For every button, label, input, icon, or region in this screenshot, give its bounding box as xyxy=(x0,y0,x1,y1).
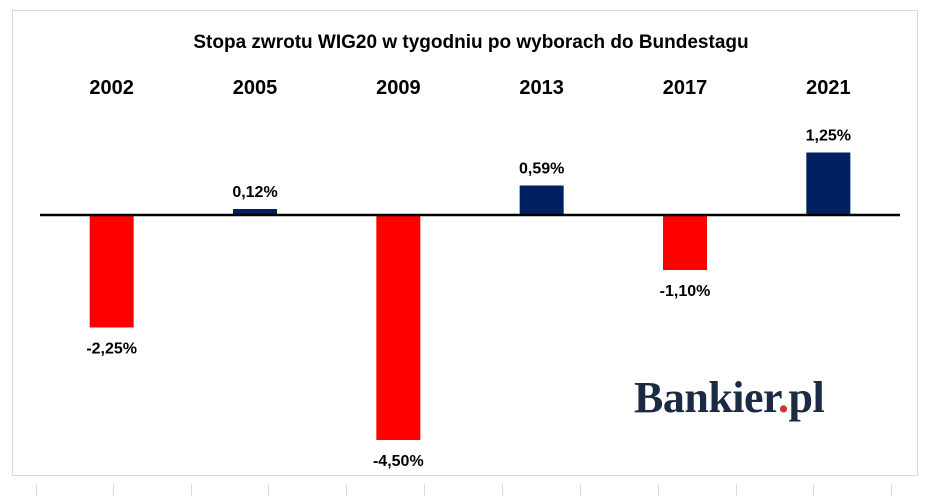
data-label: 0,59% xyxy=(519,161,564,178)
grid-tick xyxy=(580,484,581,496)
category-labels: 2002 2005 2009 2013 2017 2021 xyxy=(89,77,850,99)
data-label: 0,12% xyxy=(232,184,277,201)
chart-frame xyxy=(12,10,918,476)
category-label: 2005 xyxy=(233,77,278,99)
grid-tick xyxy=(736,484,737,496)
category-label: 2021 xyxy=(806,77,851,99)
grid-tick xyxy=(268,484,269,496)
data-label: 1,25% xyxy=(806,128,851,145)
bottom-grid-ticks xyxy=(0,484,948,496)
grid-tick xyxy=(191,484,192,496)
bar xyxy=(89,215,134,328)
grid-tick xyxy=(346,484,347,496)
chart-title: Stopa zwrotu WIG20 w tygodniu po wyborac… xyxy=(193,32,748,53)
data-label: -1,10% xyxy=(660,283,711,300)
grid-tick xyxy=(113,484,114,496)
bar xyxy=(806,152,851,215)
bars xyxy=(89,152,851,440)
bar xyxy=(233,209,277,215)
grid-tick xyxy=(36,484,37,496)
bankier-logo: Bankier.pl xyxy=(634,373,825,422)
grid-tick xyxy=(891,484,892,496)
grid-tick xyxy=(813,484,814,496)
grid-tick xyxy=(502,484,503,496)
category-label: 2013 xyxy=(519,77,564,99)
data-labels: -2,25% 0,12% -4,50% 0,59% -1,10% 1,25% xyxy=(86,128,851,471)
category-label: 2017 xyxy=(663,77,708,99)
bar xyxy=(519,185,564,215)
grid-tick xyxy=(424,484,425,496)
logo-dot: . xyxy=(778,373,789,422)
data-label: -2,25% xyxy=(86,341,137,358)
bar xyxy=(663,215,707,270)
logo-name: Bankier xyxy=(634,373,779,422)
logo-tld: pl xyxy=(788,373,825,422)
data-label: -4,50% xyxy=(373,453,424,470)
bar xyxy=(376,215,421,440)
category-label: 2009 xyxy=(376,77,421,99)
grid-tick xyxy=(658,484,659,496)
category-label: 2002 xyxy=(89,77,134,99)
